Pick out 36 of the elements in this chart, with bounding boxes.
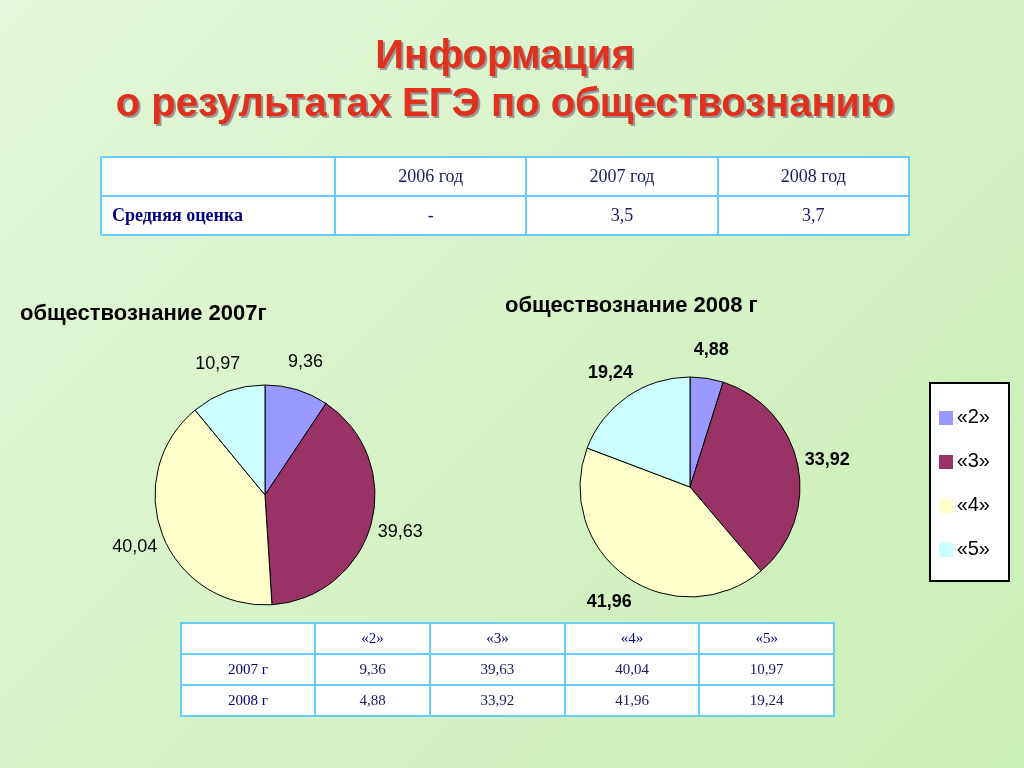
text: 2007 г (181, 654, 315, 685)
slice-label: «4» (564, 623, 700, 654)
legend-label: «3» (956, 449, 990, 471)
category-label: «2» (361, 630, 384, 646)
category-label: «5» (755, 630, 778, 646)
chart-title: обществознание 2007г (20, 300, 268, 327)
text: 2008 г (181, 685, 315, 716)
text: 2006 год (335, 157, 527, 196)
legend-label: «4» (956, 493, 990, 515)
text: 2007 год (526, 157, 718, 196)
text: 41,96 (615, 692, 649, 708)
text: 3,7 (717, 196, 909, 235)
data-label: 10,97 (195, 353, 241, 374)
data-label: 4,88 (693, 338, 729, 359)
text: 3,5 (526, 196, 718, 235)
text: - (335, 196, 527, 235)
text: Информация о результатах ЕГЭ по обществознанию (114, 31, 896, 126)
text: 39,63 (480, 661, 515, 677)
data-label: 40,04 (112, 536, 158, 557)
text: 19,24 (749, 692, 784, 708)
data-label: 33,92 (804, 449, 850, 470)
category-label: «3» (486, 630, 509, 646)
data-label: 9,36 (288, 351, 324, 372)
legend-label: «2» (956, 405, 990, 427)
text: 2008 год (717, 157, 909, 196)
text: 4,88 (359, 692, 386, 708)
text: 10,97 (749, 661, 784, 677)
text: 33,92 (480, 692, 515, 708)
chart-title: обществознание 2008 г (505, 292, 759, 319)
data-label: 41,96 (586, 591, 632, 612)
text: Средняя оценка (101, 196, 335, 235)
data-label: 39,63 (377, 521, 423, 542)
text: 40,04 (615, 661, 649, 677)
data-label: 19,24 (587, 361, 633, 382)
text: 9,36 (359, 661, 386, 677)
legend-label: «5» (956, 537, 990, 559)
